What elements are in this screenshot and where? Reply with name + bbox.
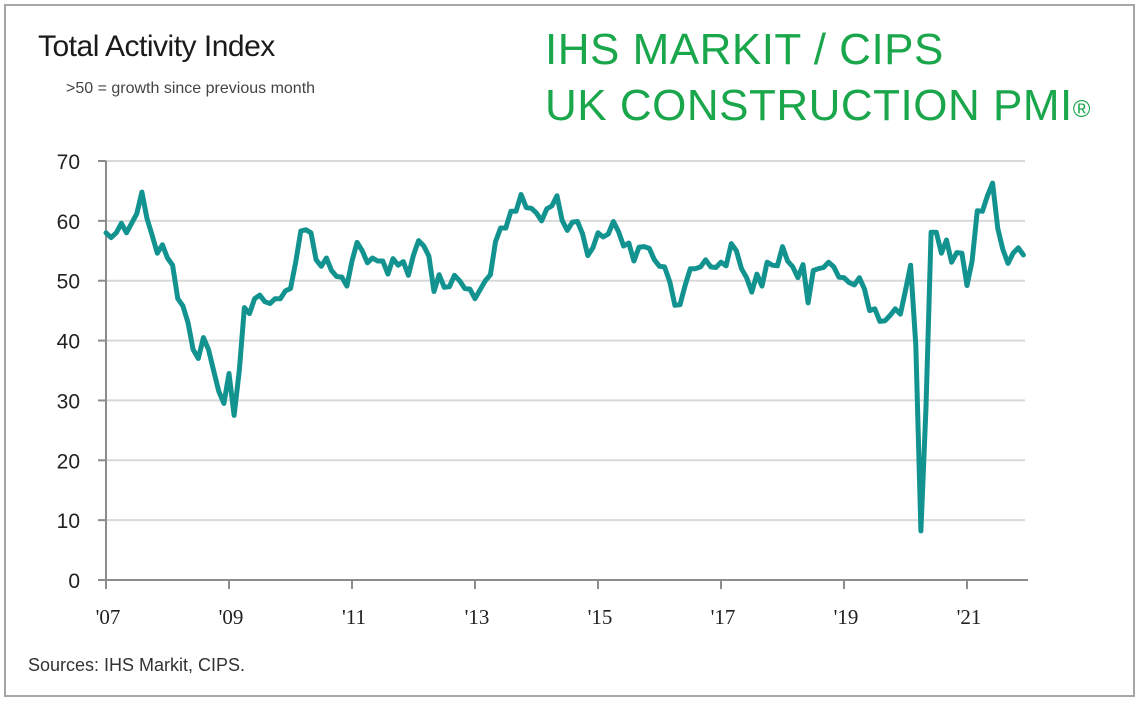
y-tick-label: 20 (57, 450, 80, 473)
x-tick-label: '21 (957, 605, 982, 629)
x-tick-label: '09 (219, 605, 244, 629)
x-tick-label: '15 (588, 605, 613, 629)
chart-subtitle: >50 = growth since previous month (66, 80, 316, 97)
source-note: Sources: IHS Markit, CIPS. (28, 655, 246, 675)
y-axis-ticks: 0 10 20 30 40 50 60 70 (57, 151, 106, 593)
registered-mark: ® (1072, 96, 1091, 123)
gridlines (106, 160, 1025, 522)
brand-line-1: IHS MARKIT / CIPS (545, 25, 944, 74)
x-tick-label: '19 (834, 605, 859, 629)
y-tick-label: 30 (57, 390, 80, 413)
y-tick-label: 70 (57, 151, 80, 174)
y-tick-label: 50 (57, 271, 80, 294)
x-tick-label: '13 (465, 605, 490, 629)
x-tick-label: '11 (342, 605, 366, 629)
chart-title: Total Activity Index (38, 30, 275, 63)
y-tick-label: 0 (68, 570, 80, 593)
x-tick-label: '17 (711, 605, 736, 629)
x-tick-label: '07 (96, 605, 121, 629)
brand-line-2: UK CONSTRUCTION PMI® (545, 78, 1091, 134)
y-tick-label: 40 (57, 331, 80, 354)
brand-line-2-text: UK CONSTRUCTION PMI (545, 81, 1073, 130)
y-tick-label: 10 (57, 510, 80, 533)
pmi-series-line (103, 180, 1026, 534)
y-tick-label: 60 (57, 211, 80, 234)
brand-heading: IHS MARKIT / CIPS UK CONSTRUCTION PMI® (545, 22, 1091, 134)
x-axis-ticks: '07 '09 '11 '13 '15 '17 '19 '21 (96, 580, 982, 629)
